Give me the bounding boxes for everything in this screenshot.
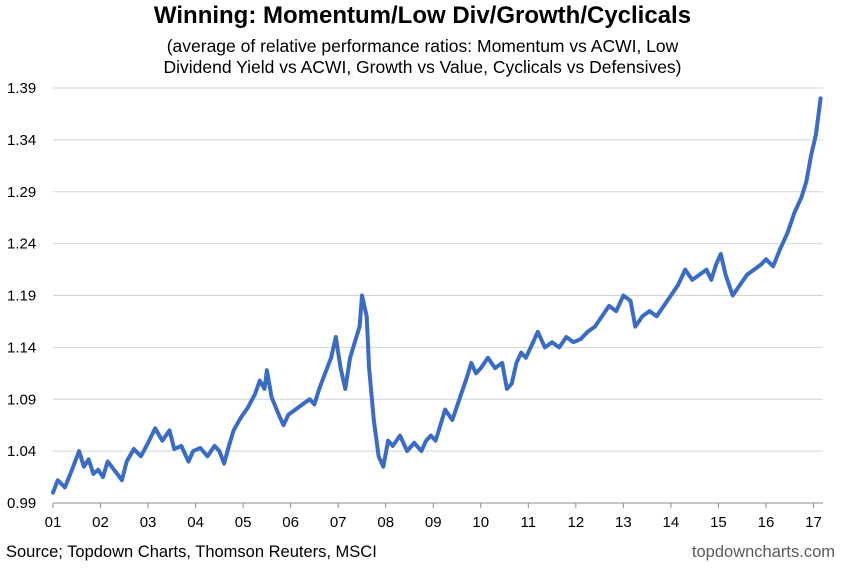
x-tick-label: 03 bbox=[140, 514, 157, 531]
x-tick-label: 08 bbox=[377, 514, 394, 531]
x-tick-label: 05 bbox=[235, 514, 252, 531]
brand-watermark: topdowncharts.com bbox=[691, 543, 835, 561]
y-tick-label: 1.29 bbox=[7, 184, 36, 201]
x-tick-label: 07 bbox=[330, 514, 347, 531]
y-tick-label: 1.04 bbox=[7, 443, 36, 460]
chart-title: Winning: Momentum/Low Div/Growth/Cyclica… bbox=[153, 2, 692, 29]
y-tick-label: 1.09 bbox=[7, 391, 36, 408]
x-tick-label: 16 bbox=[758, 514, 775, 531]
y-tick-label: 1.24 bbox=[7, 236, 36, 253]
x-tick-label: 10 bbox=[472, 514, 489, 531]
chart-subtitle: (average of relative performance ratios:… bbox=[0, 36, 845, 78]
y-tick-label: 1.14 bbox=[7, 339, 36, 356]
series-line bbox=[51, 96, 823, 495]
x-tick-label: 06 bbox=[282, 514, 299, 531]
x-tick-label: 11 bbox=[521, 514, 537, 531]
x-tick-label: 04 bbox=[187, 514, 204, 531]
source-note: Source; Topdown Charts, Thomson Reuters,… bbox=[6, 543, 377, 561]
subtitle-line-1: (average of relative performance ratios:… bbox=[166, 36, 679, 56]
x-tick-label: 09 bbox=[425, 514, 442, 531]
x-tick-label: 01 bbox=[45, 514, 62, 531]
y-tick-label: 1.19 bbox=[7, 288, 36, 305]
y-tick-label: 1.34 bbox=[7, 132, 36, 149]
subtitle-line-2: Dividend Yield vs ACWI, Growth vs Value,… bbox=[163, 57, 682, 77]
x-tick-label: 12 bbox=[567, 514, 584, 531]
x-tick-label: 02 bbox=[92, 514, 109, 531]
x-tick-label: 13 bbox=[615, 514, 632, 531]
x-tick-label: 17 bbox=[805, 514, 822, 531]
y-tick-label: 1.39 bbox=[7, 80, 36, 97]
x-tick-label: 14 bbox=[663, 514, 680, 531]
y-tick-label: 0.99 bbox=[7, 495, 36, 512]
x-tick-label: 15 bbox=[710, 514, 727, 531]
